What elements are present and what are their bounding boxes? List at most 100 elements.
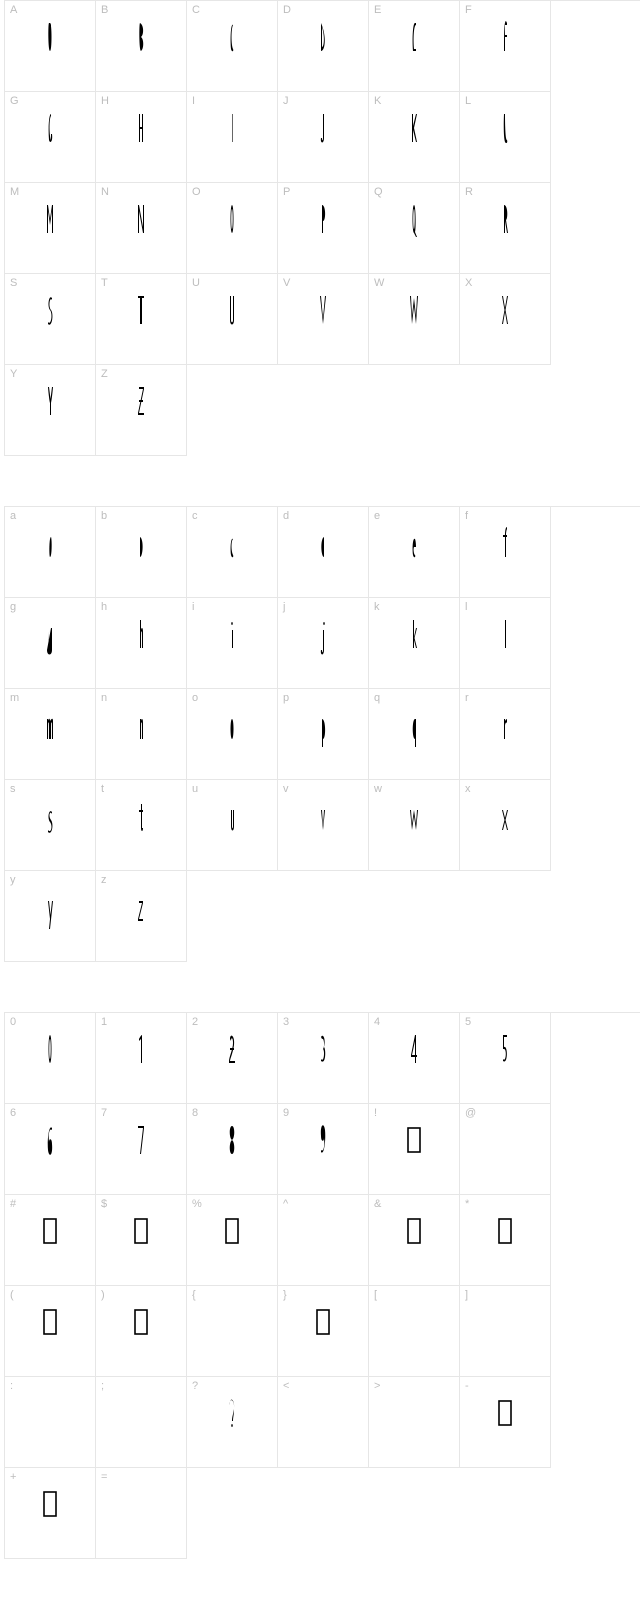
glyph-preview bbox=[5, 1027, 95, 1077]
glyph-preview bbox=[5, 1482, 95, 1532]
glyph-cell: P bbox=[278, 183, 369, 274]
section-symbols: 0123456789!@#$%^&*(){}[]:;?<>-+= bbox=[0, 1012, 640, 1559]
glyph-cell: a bbox=[5, 507, 96, 598]
glyph-cell: 0 bbox=[5, 1013, 96, 1104]
glyph-cell: ! bbox=[369, 1104, 460, 1195]
glyph-cell: { bbox=[187, 1286, 278, 1377]
glyph-preview bbox=[278, 521, 368, 571]
glyph-cell: % bbox=[187, 1195, 278, 1286]
glyph-preview bbox=[460, 1209, 550, 1259]
glyph-preview bbox=[460, 1118, 550, 1168]
glyph-cell: l bbox=[460, 598, 551, 689]
glyph-preview bbox=[369, 197, 459, 247]
glyph-cell: [ bbox=[369, 1286, 460, 1377]
glyph-cell: 8 bbox=[187, 1104, 278, 1195]
glyph-cell: = bbox=[96, 1468, 187, 1559]
glyph-cell: ? bbox=[187, 1377, 278, 1468]
glyph-preview bbox=[5, 288, 95, 338]
glyph-preview bbox=[460, 794, 550, 844]
glyph-cell: F bbox=[460, 1, 551, 92]
glyph-preview bbox=[369, 1300, 459, 1350]
glyph-cell: N bbox=[96, 183, 187, 274]
glyph-cell: : bbox=[5, 1377, 96, 1468]
glyph-preview bbox=[96, 106, 186, 156]
glyph-cell: W bbox=[369, 274, 460, 365]
grid-lowercase: abcdefghijklmnopqrstuvwxyz bbox=[4, 506, 640, 962]
glyph-preview bbox=[460, 1300, 550, 1350]
glyph-cell: J bbox=[278, 92, 369, 183]
glyph-preview bbox=[5, 612, 95, 662]
glyph-cell: ] bbox=[460, 1286, 551, 1377]
glyph-cell: O bbox=[187, 183, 278, 274]
glyph-preview bbox=[187, 794, 277, 844]
glyph-cell: ^ bbox=[278, 1195, 369, 1286]
glyph-preview bbox=[96, 1027, 186, 1077]
glyph-preview bbox=[5, 794, 95, 844]
glyph-cell: > bbox=[369, 1377, 460, 1468]
glyph-preview bbox=[5, 885, 95, 935]
glyph-preview bbox=[187, 1300, 277, 1350]
glyph-cell: S bbox=[5, 274, 96, 365]
glyph-preview bbox=[460, 1391, 550, 1441]
glyph-cell: v bbox=[278, 780, 369, 871]
glyph-cell: D bbox=[278, 1, 369, 92]
glyph-cell: e bbox=[369, 507, 460, 598]
glyph-cell: # bbox=[5, 1195, 96, 1286]
glyph-cell: < bbox=[278, 1377, 369, 1468]
glyph-preview bbox=[460, 703, 550, 753]
glyph-preview bbox=[460, 288, 550, 338]
glyph-preview bbox=[278, 1209, 368, 1259]
glyph-cell: 9 bbox=[278, 1104, 369, 1195]
glyph-cell: 5 bbox=[460, 1013, 551, 1104]
glyph-preview bbox=[96, 1209, 186, 1259]
glyph-cell: m bbox=[5, 689, 96, 780]
glyph-preview bbox=[187, 15, 277, 65]
glyph-cell: f bbox=[460, 507, 551, 598]
glyph-preview bbox=[5, 1391, 95, 1441]
glyph-cell: G bbox=[5, 92, 96, 183]
glyph-preview bbox=[278, 1300, 368, 1350]
section-lowercase: abcdefghijklmnopqrstuvwxyz bbox=[0, 506, 640, 962]
glyph-cell: C bbox=[187, 1, 278, 92]
glyph-cell: V bbox=[278, 274, 369, 365]
glyph-cell: n bbox=[96, 689, 187, 780]
glyph-preview bbox=[5, 197, 95, 247]
glyph-cell: w bbox=[369, 780, 460, 871]
glyph-cell: K bbox=[369, 92, 460, 183]
glyph-cell: 2 bbox=[187, 1013, 278, 1104]
glyph-cell: + bbox=[5, 1468, 96, 1559]
glyph-preview bbox=[96, 794, 186, 844]
grid-uppercase: ABCDEFGHIJKLMNOPQRSTUVWXYZ bbox=[4, 0, 640, 456]
glyph-preview bbox=[369, 106, 459, 156]
glyph-preview bbox=[187, 288, 277, 338]
glyph-preview bbox=[96, 1118, 186, 1168]
glyph-preview bbox=[187, 1118, 277, 1168]
glyph-cell: 6 bbox=[5, 1104, 96, 1195]
glyph-preview bbox=[369, 15, 459, 65]
glyph-cell: H bbox=[96, 92, 187, 183]
glyph-preview bbox=[369, 1391, 459, 1441]
glyph-preview bbox=[5, 1118, 95, 1168]
glyph-preview bbox=[187, 197, 277, 247]
glyph-cell: Q bbox=[369, 183, 460, 274]
glyph-preview bbox=[96, 703, 186, 753]
glyph-cell: Z bbox=[96, 365, 187, 456]
glyph-preview bbox=[187, 1027, 277, 1077]
glyph-preview bbox=[460, 1027, 550, 1077]
glyph-preview bbox=[369, 794, 459, 844]
glyph-cell: b bbox=[96, 507, 187, 598]
glyph-preview bbox=[96, 288, 186, 338]
glyph-preview bbox=[96, 1391, 186, 1441]
glyph-cell: M bbox=[5, 183, 96, 274]
glyph-cell: h bbox=[96, 598, 187, 689]
glyph-preview bbox=[187, 521, 277, 571]
glyph-preview bbox=[187, 106, 277, 156]
glyph-preview bbox=[5, 521, 95, 571]
glyph-cell: Y bbox=[5, 365, 96, 456]
glyph-preview bbox=[5, 106, 95, 156]
character-map: ABCDEFGHIJKLMNOPQRSTUVWXYZabcdefghijklmn… bbox=[0, 0, 640, 1559]
glyph-preview bbox=[96, 15, 186, 65]
glyph-cell: g bbox=[5, 598, 96, 689]
glyph-cell: & bbox=[369, 1195, 460, 1286]
glyph-preview bbox=[369, 612, 459, 662]
